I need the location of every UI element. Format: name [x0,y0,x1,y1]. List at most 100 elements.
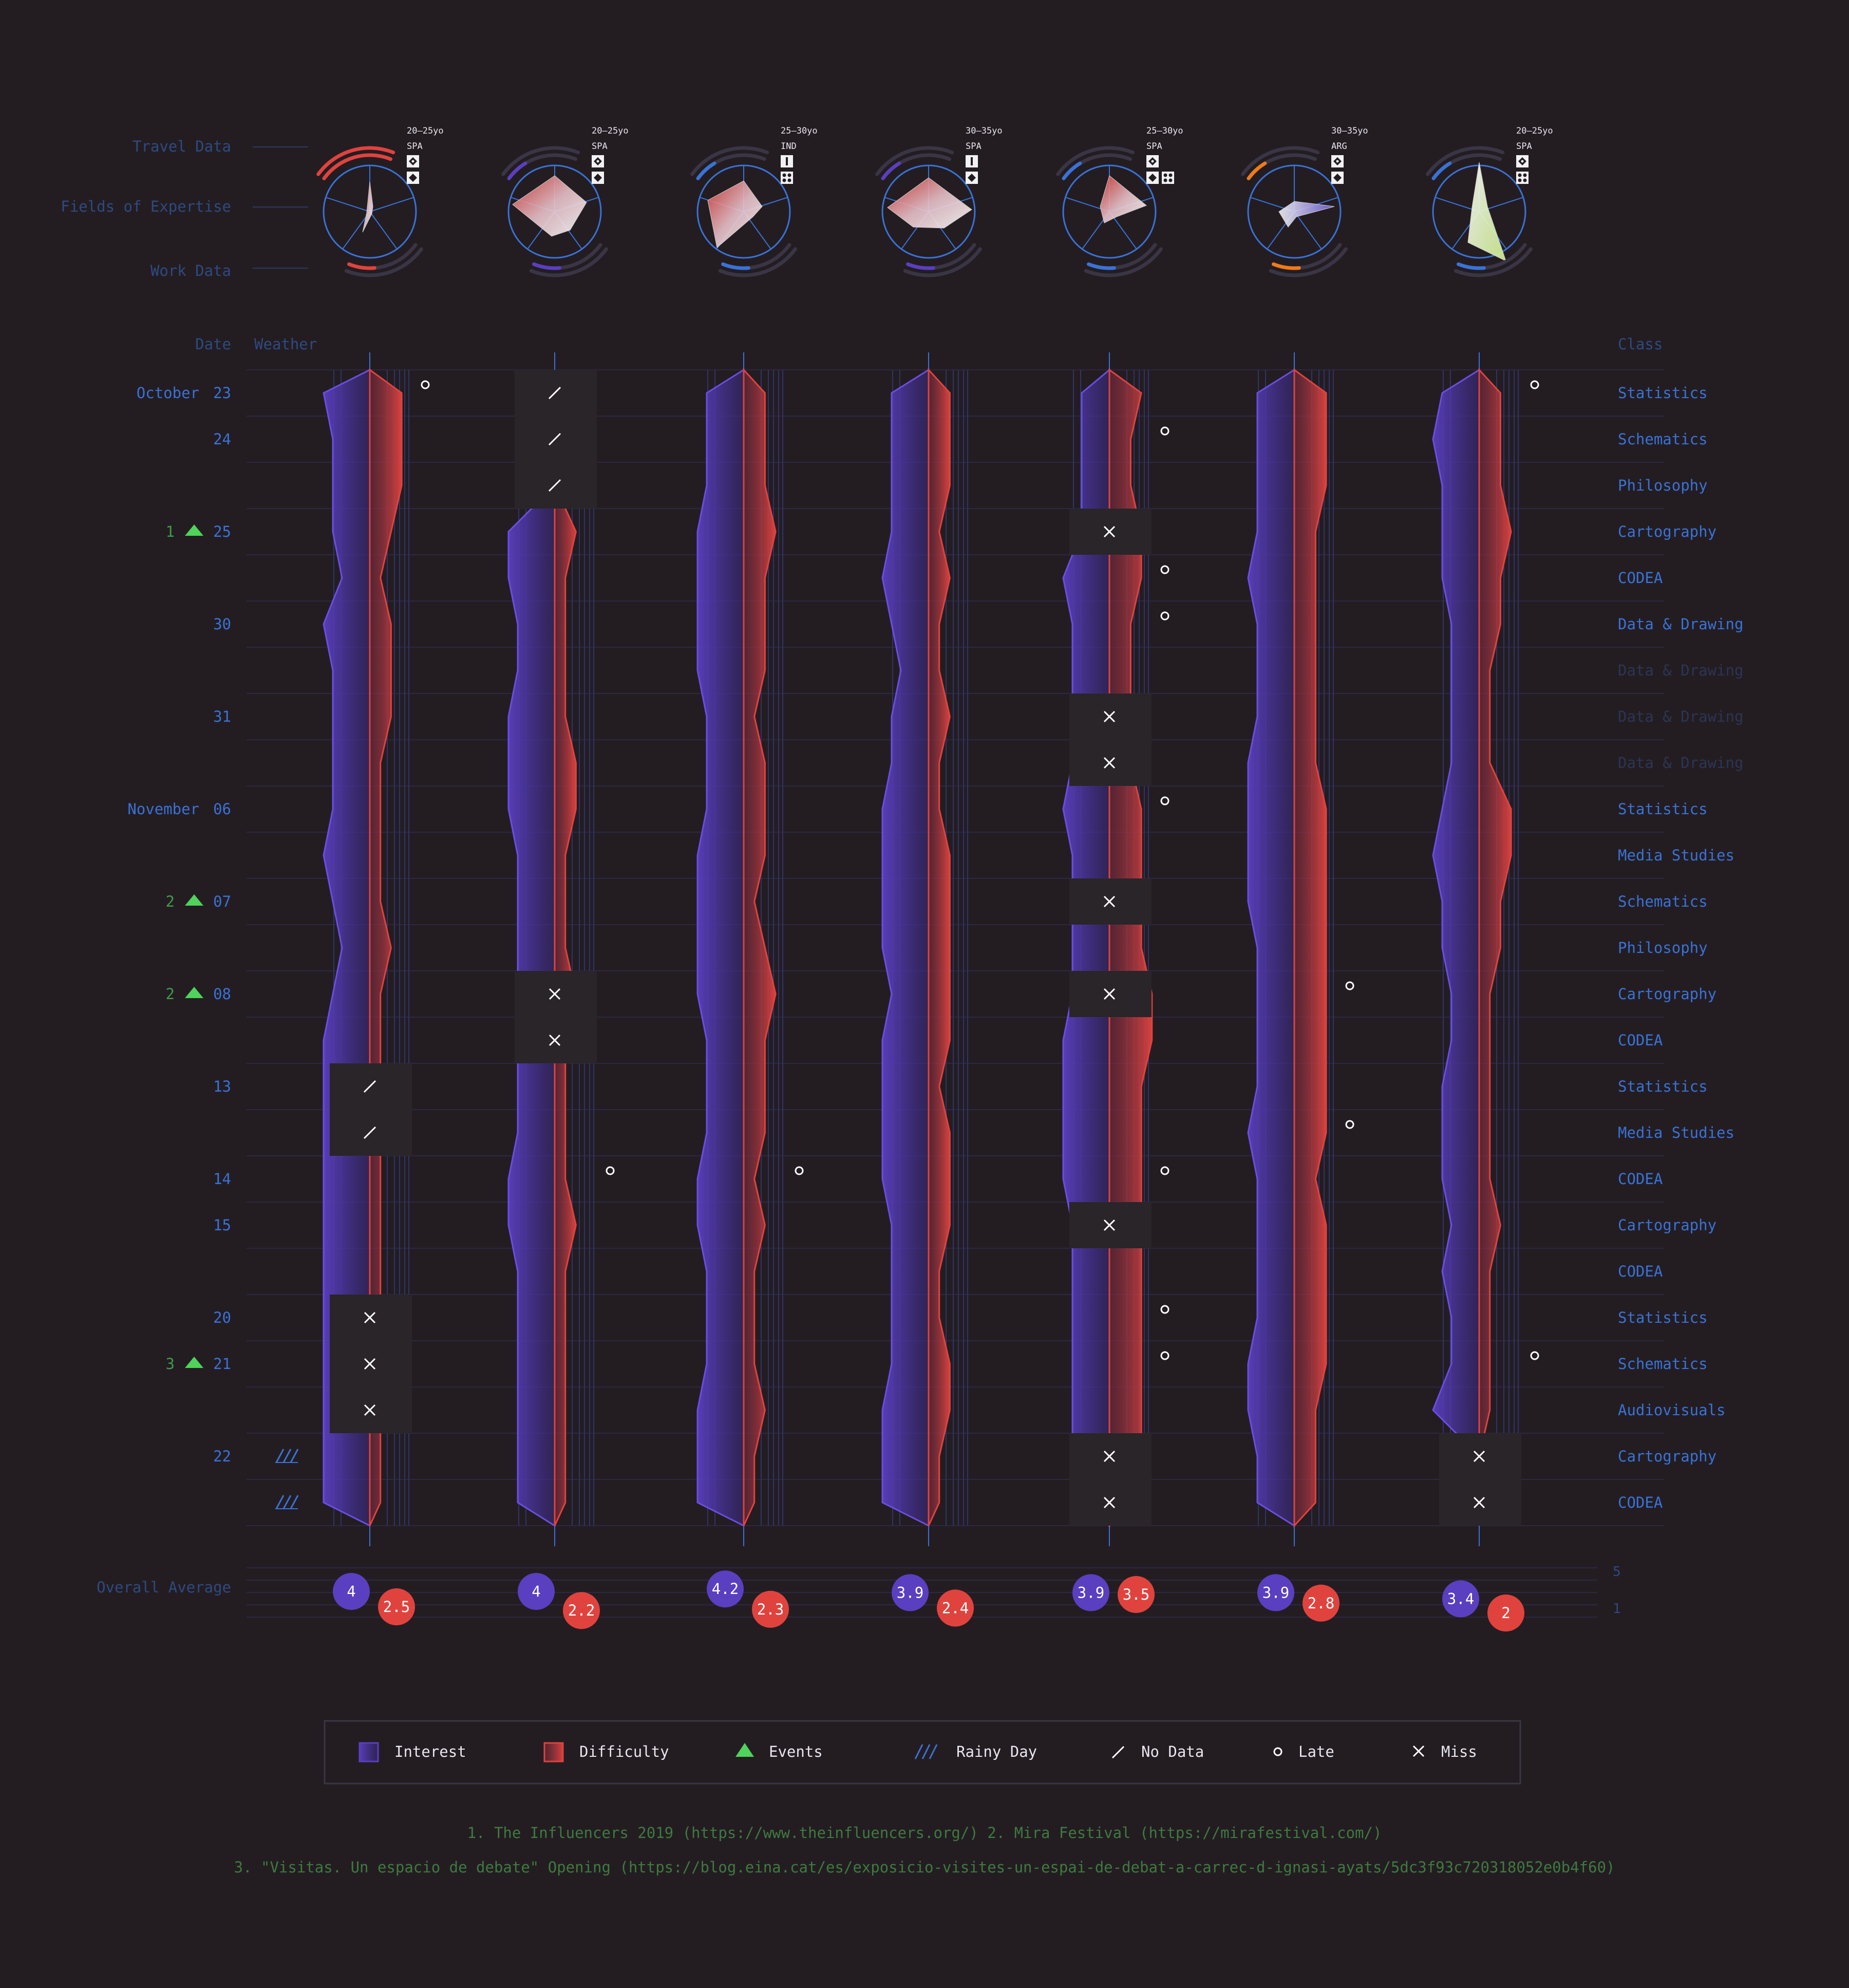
expertise-polygon [1467,162,1506,261]
class-label: Media Studies [1618,1124,1734,1141]
interest-area [1247,368,1295,1527]
class-label: Cartography [1618,1216,1716,1234]
legend-events: Events [735,1743,823,1760]
travel-arc [1426,146,1505,176]
event-number-label: 2 [166,985,175,1003]
travel-arc [1247,161,1267,180]
travel-arc [501,146,580,176]
travel-data-label: Travel Data [133,138,231,155]
interest-area [507,370,556,1527]
late-circle-icon [1160,611,1169,621]
legend-box [324,1720,1521,1785]
interest-swatch-icon [359,1742,379,1762]
class-label: Media Studies [1618,847,1734,864]
scale-min-label: 1 [1613,1601,1621,1617]
miss-cross-icon [364,1311,376,1324]
no-data-slash-icon [1111,1746,1125,1759]
legend-difficulty-label: Difficulty [579,1743,669,1760]
country-label: SPA [407,141,423,152]
dots-icon-dot [1163,178,1167,182]
travel-arc [316,146,395,176]
diamond-icon-shape [594,174,602,182]
row-grid [247,369,1664,1526]
class-label: CODEA [1618,1494,1663,1511]
difficulty-average-label: 2.4 [942,1599,969,1617]
no-data-slash-icon [363,1080,376,1093]
interest-average-dot [518,1573,555,1610]
event-triangle-icon [185,987,203,998]
legend-nodata: No Data [1111,1743,1204,1760]
interest-average-dot [892,1574,929,1611]
date-month-label: October [137,384,199,402]
late-circle-icon [1160,796,1169,805]
dots-icon-dot [787,173,791,177]
work-arc [903,247,982,277]
work-arc [1084,247,1163,277]
miss-cross-icon [1103,1496,1116,1509]
event-number-label: 1 [166,523,175,540]
miss-cross-icon [364,1404,376,1416]
student-column: 20–25yo SPA [316,126,444,1546]
average-pair: 4.2 2.3 [707,1570,789,1628]
dots-icon-dot [787,178,791,182]
class-label: Philosophy [1618,939,1708,957]
overall-average-label: Overall Average [97,1579,231,1596]
class-label: Statistics [1618,1309,1708,1326]
dots-icon [1516,172,1529,184]
age-label: 30–35yo [966,126,1003,136]
interest-average-dot [707,1570,744,1608]
work-arc [1269,247,1348,277]
difficulty-average-label: 2 [1501,1604,1510,1622]
diamond-icon-shape [1148,174,1157,182]
event-triangle-icon [185,894,203,906]
difficulty-average-dot [1303,1584,1339,1622]
age-label: 20–25yo [592,126,629,136]
weather-header: Weather [254,335,317,353]
class-label: Schematics [1618,1355,1708,1373]
difficulty-area [928,368,951,1526]
age-label: 20–25yo [407,126,444,136]
miss-cross-icon [1103,526,1116,538]
work-arc [1087,262,1116,270]
difficulty-average-label: 2.8 [1308,1595,1334,1612]
student-column: 25–30yo IND [690,126,818,1546]
interest-area [323,368,371,1527]
difficulty-average-dot [1487,1595,1524,1631]
late-circle-icon [1530,380,1539,389]
difficulty-average-label: 2.3 [757,1601,784,1618]
class-label: Philosophy [1618,477,1708,494]
event-number-label: 2 [166,893,175,910]
radar-axis [369,211,398,250]
travel-arc [322,161,343,180]
bar-icon-shape [971,157,973,165]
legend-miss: Miss [1412,1743,1477,1760]
class-label: Statistics [1618,800,1708,818]
class-label: Audiovisuals [1618,1401,1726,1419]
miss-cross-icon [1103,710,1116,723]
diamond-icon-shape [1333,174,1342,182]
miss-cross-icon [1473,1450,1485,1462]
miss-cross-icon [1412,1745,1425,1757]
miss-cross-icon [1103,757,1116,769]
travel-arc [875,146,954,176]
legend-difficulty: Difficulty [543,1742,669,1762]
late-circle-icon [421,380,430,389]
date-day-label: 14 [213,1170,231,1188]
class-label: CODEA [1618,569,1663,587]
interest-average-label: 4 [532,1583,540,1600]
work-arc [347,262,376,270]
interest-average-label: 4 [347,1583,355,1600]
dots-icon-dot [1523,178,1527,182]
difficulty-average-dot [378,1588,415,1625]
late-circle-icon [1345,981,1354,990]
dots-icon-dot [1518,173,1522,177]
expertise-polygon [1100,175,1147,223]
overall-averages: 42.542.24.22.33.92.43.9 3.5 3.92.8 3.42 [247,1567,1597,1631]
legend-events-label: Events [769,1743,823,1760]
late-circle-icon [1273,1747,1282,1756]
no-data-slash-icon [548,433,561,446]
average-pair: 3.9 2.8 [1257,1574,1339,1622]
rain-icon [275,1495,299,1509]
class-label: Cartography [1618,523,1716,540]
legend-nodata-label: No Data [1141,1743,1204,1760]
